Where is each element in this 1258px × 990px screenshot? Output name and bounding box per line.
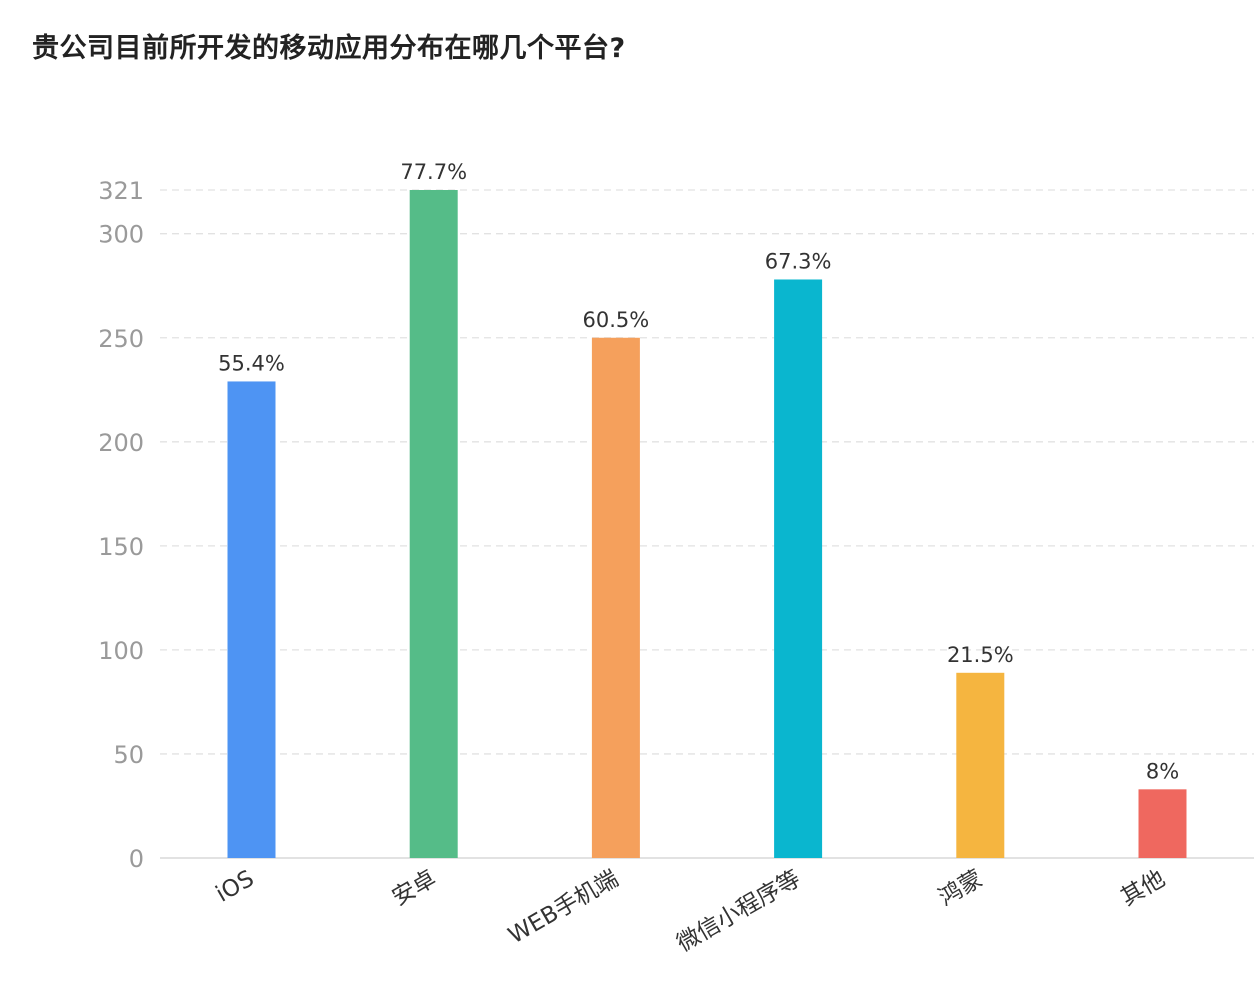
bar (1138, 789, 1187, 858)
y-tick-label: 250 (98, 325, 144, 353)
y-axis-ticks: 0 50 100 150 200 250 300 321 (98, 177, 144, 873)
bars (227, 190, 1187, 858)
x-axis-categories: iOS 安卓 WEB手机端 微信小程序等 鸿蒙 其他 (212, 866, 1170, 958)
data-label: 67.3% (765, 249, 832, 273)
y-tick-label: 300 (98, 221, 144, 249)
x-tick-label: WEB手机端 (504, 866, 623, 950)
data-label: 21.5% (947, 643, 1014, 667)
y-tick-label: 150 (98, 533, 144, 561)
bar (956, 672, 1005, 858)
data-label: 55.4% (218, 351, 285, 375)
gridlines (160, 189, 1254, 755)
y-tick-label: 50 (113, 741, 144, 769)
y-tick-label: 321 (98, 177, 144, 205)
chart-title: 贵公司目前所开发的移动应用分布在哪几个平台? (32, 33, 626, 64)
x-tick-label: 其他 (1117, 866, 1170, 912)
data-label: 8% (1146, 759, 1179, 783)
data-label: 77.7% (400, 160, 467, 184)
data-labels: 55.4% 77.7% 60.5% 67.3% 21.5% 8% (218, 160, 1179, 783)
bar (591, 337, 640, 858)
x-tick-label: 鸿蒙 (934, 866, 987, 912)
x-tick-label: iOS (212, 866, 259, 908)
bar (774, 279, 823, 858)
bar (409, 190, 458, 858)
bar (227, 381, 276, 858)
x-tick-label: 微信小程序等 (673, 866, 806, 958)
y-tick-label: 0 (129, 845, 144, 873)
y-tick-label: 100 (98, 637, 144, 665)
x-tick-label: 安卓 (388, 866, 441, 912)
y-tick-label: 200 (98, 429, 144, 457)
data-label: 60.5% (583, 308, 650, 332)
